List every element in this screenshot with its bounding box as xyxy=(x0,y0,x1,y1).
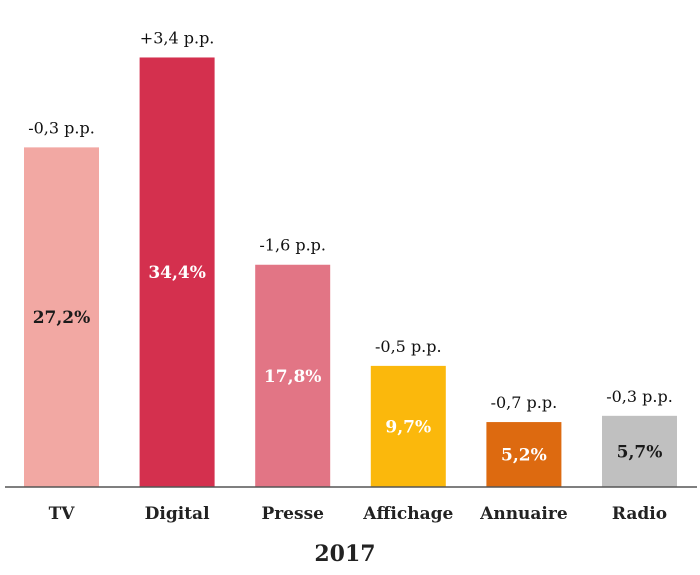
bar-annuaire xyxy=(486,422,562,487)
bar-radio xyxy=(602,415,677,487)
bar-affichage xyxy=(370,365,446,487)
value-label-tv: 27,2% xyxy=(33,308,91,328)
x-axis-title: 2017 xyxy=(314,541,375,567)
category-label-annuaire: Annuaire xyxy=(479,504,568,524)
category-label-digital: Digital xyxy=(145,504,210,524)
category-labels-group: TV Digital Presse Affichage Annuaire Radio xyxy=(49,504,668,524)
value-labels-group: 27,2% 34,4% 17,8% 9,7% 5,2% 5,7% xyxy=(33,263,663,465)
value-label-affichage: 9,7% xyxy=(385,417,431,437)
change-label-tv: -0,3 p.p. xyxy=(28,118,95,137)
category-label-affichage: Affichage xyxy=(362,504,453,524)
category-label-radio: Radio xyxy=(612,504,667,524)
change-labels-group: -0,3 p.p. +3,4 p.p. -1,6 p.p. -0,5 p.p. -0,7… xyxy=(28,28,673,412)
value-label-digital: 34,4% xyxy=(148,263,206,283)
change-label-annuaire: -0,7 p.p. xyxy=(491,393,558,412)
category-label-presse: Presse xyxy=(261,504,324,524)
bar-digital xyxy=(139,57,215,488)
change-label-radio: -0,3 p.p. xyxy=(606,387,673,406)
change-label-digital: +3,4 p.p. xyxy=(140,28,215,47)
category-label-tv: TV xyxy=(49,504,76,524)
change-label-affichage: -0,5 p.p. xyxy=(375,337,442,356)
value-label-annuaire: 5,2% xyxy=(501,446,547,466)
bar-presse xyxy=(255,264,331,487)
bar-tv xyxy=(24,147,99,488)
value-label-radio: 5,7% xyxy=(617,442,663,462)
value-label-presse: 17,8% xyxy=(264,367,322,387)
bars-group xyxy=(24,57,677,488)
change-label-presse: -1,6 p.p. xyxy=(259,236,326,255)
